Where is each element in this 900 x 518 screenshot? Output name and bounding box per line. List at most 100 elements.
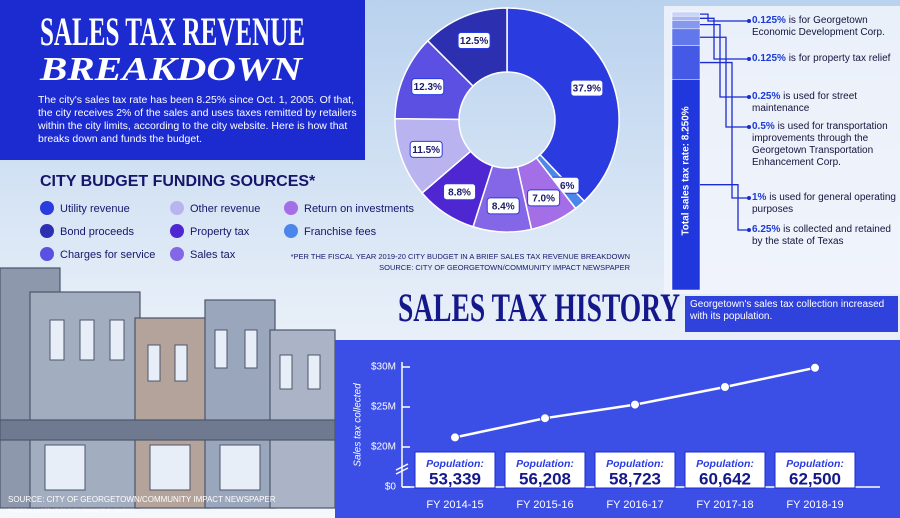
connector	[700, 61, 749, 199]
legend-swatch	[284, 224, 298, 238]
rate-segment	[671, 45, 701, 80]
legend-label: Charges for service	[60, 249, 155, 261]
legend-swatch	[40, 201, 54, 215]
population-box	[774, 451, 856, 489]
x-tick-label: FY 2015-16	[516, 499, 573, 511]
title-box	[0, 0, 365, 160]
x-tick-label: FY 2018-19	[786, 499, 843, 511]
rate-segment	[671, 20, 701, 30]
value-label-box	[409, 140, 443, 158]
legend-label: Sales tax	[190, 249, 236, 261]
footnote: *PER THE FISCAL YEAR 2019-20 CITY BUDGET…	[291, 252, 630, 261]
value-label: 8.8%	[448, 187, 471, 198]
point	[720, 382, 730, 392]
rate-segment	[671, 15, 701, 21]
legend-swatch	[170, 224, 184, 238]
connector-dot	[747, 228, 751, 232]
rate-description: is for property tax relief	[788, 53, 891, 64]
donut-slice	[506, 7, 620, 203]
legend-label: Bond proceeds	[60, 226, 134, 238]
legend-swatch	[40, 247, 54, 261]
legend-label: Return on investments	[304, 203, 415, 215]
rate-item: 0.25% is used for street maintenance	[752, 91, 898, 115]
population-value: 62,500	[789, 469, 841, 488]
history-title: SALES TAX HISTORY	[398, 285, 680, 330]
y-tick-label: $0	[385, 482, 397, 493]
legend-label: Other revenue	[190, 203, 260, 215]
value-label: 1.6%	[552, 181, 575, 192]
value-label-box	[486, 197, 520, 215]
rate-item: 1% is used for general operating purpose…	[752, 192, 898, 216]
connector-dot	[747, 95, 751, 99]
rate-item: 0.5% is used for transportation improvem…	[752, 121, 898, 169]
rate-value: 0.25%	[752, 91, 781, 102]
rate-value: 0.125%	[752, 53, 786, 64]
y-tick-label: $20M	[371, 442, 396, 453]
value-label: 12.5%	[460, 36, 488, 47]
rate-axis-label: Total sales tax rate: 8.250%	[681, 106, 692, 235]
y-tick-label: $25M	[371, 402, 396, 413]
connector	[700, 17, 749, 60]
intro: The city's sales tax rate has been 8.25%…	[38, 94, 357, 145]
population-value: 60,642	[699, 469, 751, 488]
value-label-box	[457, 32, 491, 50]
rate-segment	[671, 79, 701, 291]
population-box	[414, 451, 496, 489]
rate-value: 0.5%	[752, 121, 775, 132]
population-value: 53,339	[429, 469, 481, 488]
rate-item: 6.25% is collected and retained by the s…	[752, 224, 898, 248]
source: SOURCE: CITY OF GEORGETOWN/COMMUNITY IMP…	[8, 495, 276, 504]
connector-dot	[747, 125, 751, 129]
connector-dot	[747, 196, 751, 200]
rate-description: is used for general operating purposes	[752, 192, 896, 215]
rate-item: 0.125% is for property tax relief	[752, 53, 898, 65]
population-label: Population:	[696, 458, 754, 470]
title: SALES TAX REVENUE	[40, 9, 305, 54]
rate-value: 1%	[752, 192, 767, 203]
point	[450, 432, 460, 443]
windows	[44, 319, 321, 491]
population-value: 58,723	[609, 469, 661, 488]
rate-description: is collected and retained by the state o…	[752, 224, 891, 247]
value-label-box	[527, 189, 561, 207]
rate-description: is for Georgetown Economic Development C…	[752, 15, 885, 38]
connector	[700, 184, 749, 231]
value-label: 11.5%	[412, 145, 440, 156]
connector-dot	[747, 19, 751, 23]
value-label: 37.9%	[573, 84, 601, 95]
legend-swatch	[170, 201, 184, 215]
value-label-box	[411, 78, 445, 96]
value-label: 12.3%	[414, 82, 442, 93]
connector	[700, 13, 749, 22]
rate-value: 0.125%	[752, 15, 786, 26]
x-tick-label: FY 2014-15	[426, 499, 483, 511]
point	[810, 362, 820, 373]
legend-label: Property tax	[190, 226, 250, 238]
rate-description: is used for transportation improvements …	[752, 121, 888, 168]
connector	[700, 23, 749, 98]
point	[630, 399, 640, 410]
rate-item: 0.125% is for Georgetown Economic Develo…	[752, 15, 898, 39]
legend-label: Franchise fees	[304, 226, 377, 238]
value-label: 7.0%	[532, 193, 555, 204]
population-box	[504, 451, 586, 489]
value-label-box	[570, 79, 604, 97]
value-label-box	[443, 183, 477, 201]
y-tick-label: $30M	[371, 362, 396, 373]
population-value: 56,208	[519, 469, 571, 488]
rate-segment	[671, 11, 701, 17]
legend-swatch	[284, 201, 298, 215]
population-label: Population:	[426, 458, 484, 470]
connector	[700, 36, 749, 128]
population-box	[594, 451, 676, 489]
legend-swatch	[170, 247, 184, 261]
legend-label: Utility revenue	[60, 203, 130, 215]
title: BREAKDOWN	[39, 51, 304, 88]
credit: PHOTO ILLUSTRATIONS BY CHANCE FLOWERS	[8, 508, 134, 514]
value-label: 8.4%	[492, 202, 515, 213]
population-box	[684, 451, 766, 489]
x-tick-label: FY 2017-18	[696, 499, 753, 511]
rate-segment	[671, 28, 701, 46]
